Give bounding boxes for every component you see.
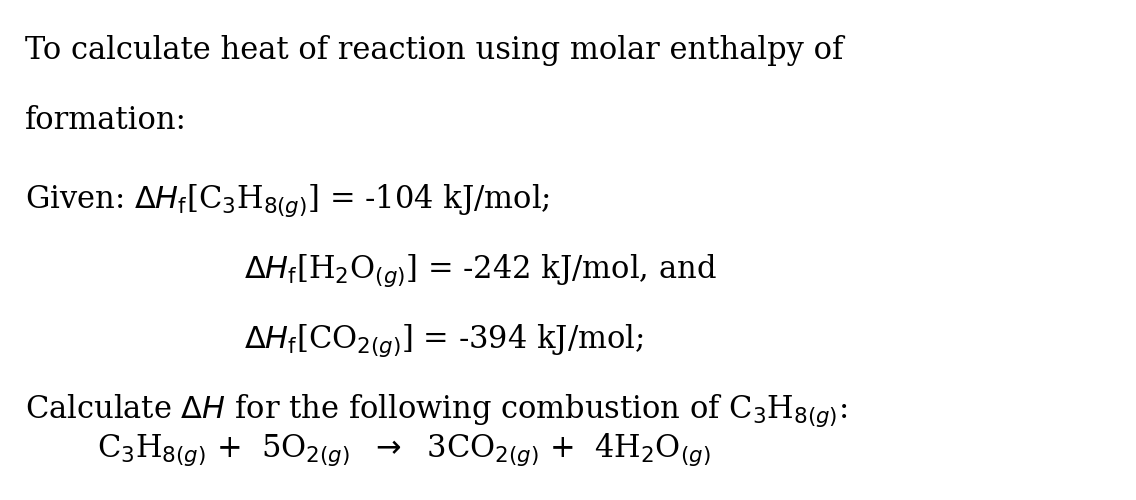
Text: $\mathit{\Delta H}_{\mathrm{f}}$[H$_2$O$_{(g)}$] = -242 kJ/mol, and: $\mathit{\Delta H}_{\mathrm{f}}$[H$_2$O$…: [244, 252, 717, 290]
Text: $\mathit{\Delta H}_{\mathrm{f}}$[CO$_{2(g)}$] = -394 kJ/mol;: $\mathit{\Delta H}_{\mathrm{f}}$[CO$_{2(…: [244, 322, 644, 360]
Text: C$_3$H$_{8(g)}$ +  5O$_{2(g)}$  $\rightarrow$  3CO$_{2(g)}$ +  4H$_2$O$_{(g)}$: C$_3$H$_{8(g)}$ + 5O$_{2(g)}$ $\rightarr…: [97, 430, 710, 468]
Text: formation:: formation:: [25, 105, 186, 136]
Text: To calculate heat of reaction using molar enthalpy of: To calculate heat of reaction using mola…: [25, 35, 843, 66]
Text: Given: $\mathit{\Delta H}_{\mathrm{f}}$[C$_3$H$_{8(g)}$] = -104 kJ/mol;: Given: $\mathit{\Delta H}_{\mathrm{f}}$[…: [25, 182, 550, 220]
Text: Calculate $\mathit{\Delta H}$ for the following combustion of C$_3$H$_{8(g)}$:: Calculate $\mathit{\Delta H}$ for the fo…: [25, 392, 847, 430]
